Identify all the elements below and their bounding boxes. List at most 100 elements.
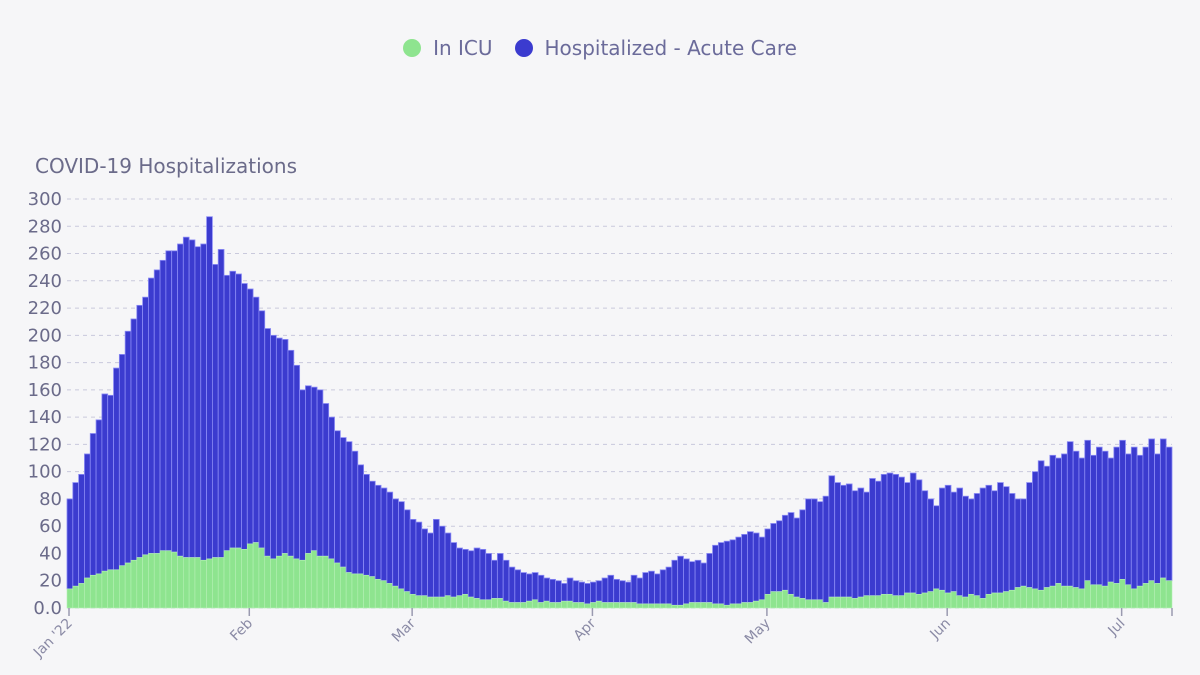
acute-care-bar (526, 573, 533, 602)
acute-care-bar (148, 277, 155, 554)
icu-bar (148, 553, 155, 609)
icu-bar (84, 577, 91, 609)
acute-care-bar (467, 550, 475, 598)
icu-bar (1148, 580, 1155, 609)
icu-bar (863, 595, 870, 609)
icu-bar (752, 600, 760, 609)
acute-care-bar (89, 433, 97, 576)
icu-bar (386, 583, 393, 609)
acute-care-bar (694, 559, 702, 603)
icu-bar (276, 555, 283, 609)
icu-bar (345, 572, 353, 609)
legend-item-acute-care[interactable]: Hospitalized - Acute Care (514, 36, 797, 60)
acute-care-bar (874, 480, 882, 597)
icu-bar (206, 558, 213, 609)
icu-bar (741, 602, 748, 609)
icu-bar (113, 569, 120, 609)
icu-bar (200, 559, 207, 609)
icu-bar (944, 592, 952, 609)
icu-bar (1090, 584, 1097, 609)
icu-bar (438, 596, 446, 609)
acute-care-bar (409, 518, 417, 595)
acute-care-bar (677, 555, 684, 606)
acute-care-bar (845, 483, 853, 598)
icu-bar (1136, 585, 1144, 609)
legend-item-icu[interactable]: In ICU (403, 36, 493, 60)
acute-care-bar (1159, 438, 1167, 579)
icu-bar (764, 594, 772, 609)
icu-bar (1101, 585, 1109, 609)
icu-bar (107, 569, 114, 609)
acute-care-bar (328, 416, 335, 560)
icu-bar (305, 553, 312, 609)
acute-care-bar (555, 580, 562, 603)
acute-care-bar (380, 487, 388, 582)
acute-care-bar (584, 583, 591, 605)
y-tick-label: 40 (39, 543, 62, 564)
icu-bar (892, 595, 899, 609)
acute-care-bar (659, 569, 667, 605)
icu-bar (880, 594, 888, 609)
acute-care-bar (892, 473, 900, 597)
acute-care-bar (281, 339, 289, 554)
y-tick-label: 60 (39, 516, 62, 537)
legend: In ICU Hospitalized - Acute Care (0, 36, 1200, 60)
icu-bar (491, 598, 498, 609)
acute-care-bar (194, 246, 202, 558)
icu-bar (322, 555, 330, 609)
icu-bar (142, 554, 149, 609)
icu-bar (828, 596, 835, 609)
acute-care-bar (729, 539, 737, 605)
acute-care-bar (590, 581, 597, 603)
y-tick-label: 0.0 (33, 598, 62, 619)
acute-care-bar (880, 473, 888, 595)
icu-bar (1119, 579, 1126, 609)
acute-care-bar (502, 559, 510, 602)
acute-care-bar (665, 566, 673, 605)
acute-care-bar (1026, 482, 1033, 588)
acute-care-bar (543, 577, 551, 602)
acute-care-bar (997, 482, 1004, 594)
legend-label-icu: In ICU (433, 36, 493, 60)
icu-bar (363, 574, 370, 609)
icu-bar (136, 557, 143, 609)
acute-care-bar (299, 389, 306, 561)
icu-bar (578, 602, 585, 609)
icu-bar (310, 550, 318, 609)
icu-bar (502, 600, 510, 609)
icu-bar (735, 603, 742, 609)
y-tick-label: 20 (39, 571, 62, 592)
acute-care-bar (985, 484, 993, 595)
icu-bar (1049, 585, 1056, 609)
icu-bar (921, 592, 929, 609)
legend-label-acute-care: Hospitalized - Acute Care (544, 36, 797, 60)
y-tick-label: 300 (28, 189, 62, 210)
icu-bar (625, 602, 632, 609)
icu-bar (183, 557, 190, 609)
acute-care-bar (182, 236, 190, 558)
icu-bar (729, 603, 737, 609)
icu-bar (787, 594, 795, 609)
acute-care-bar (572, 580, 580, 603)
icu-bar (1160, 577, 1167, 609)
icu-bar (456, 595, 463, 609)
icu-bar (281, 553, 289, 609)
icu-bar (915, 594, 923, 609)
icu-bar (706, 602, 713, 609)
icu-bar (909, 592, 917, 609)
icu-bar (1055, 583, 1062, 609)
acute-care-bar (159, 259, 167, 552)
acute-care-bar (200, 243, 207, 561)
icu-bar (793, 596, 801, 609)
acute-care-bar (1142, 446, 1150, 584)
acute-care-bar (113, 367, 120, 571)
acute-care-bar (816, 501, 824, 601)
icu-bar (875, 595, 882, 609)
acute-care-bar (438, 525, 446, 598)
icu-bar (398, 588, 405, 609)
y-tick-label: 140 (28, 407, 62, 428)
icu-bar (991, 592, 998, 609)
icu-bar (374, 579, 382, 609)
icu-bar (723, 604, 731, 609)
